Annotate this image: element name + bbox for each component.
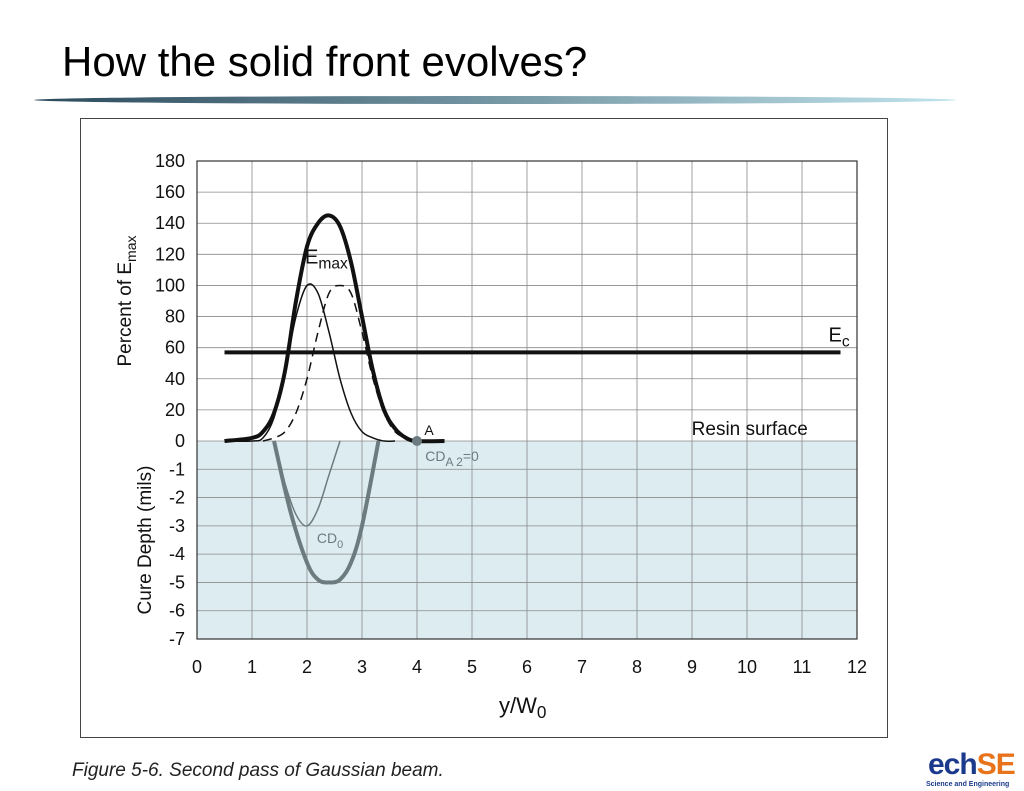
resin-surface-label: Resin surface bbox=[692, 419, 808, 440]
figure-frame: 0 1 2 3 4 5 6 7 8 9 10 11 12 180 160 140 120 100 80 60 40 20 0… bbox=[80, 118, 888, 738]
logo-subtitle: Science and Engineering bbox=[926, 781, 1010, 788]
x-tick-label: 3 bbox=[357, 657, 367, 677]
ec-label: Ec bbox=[829, 324, 850, 350]
x-tick-label: 11 bbox=[793, 657, 812, 677]
y-tick-label: -1 bbox=[169, 459, 185, 479]
y-tick-label: -5 bbox=[169, 572, 185, 592]
x-tick-label: 1 bbox=[247, 657, 257, 677]
y-tick-label: -4 bbox=[169, 544, 185, 564]
y-tick-label: 80 bbox=[165, 307, 185, 327]
slide-title: How the solid front evolves? bbox=[62, 38, 588, 85]
x-tick-label: 7 bbox=[577, 657, 587, 677]
y-tick-label: -3 bbox=[169, 516, 185, 536]
x-tick-label: 12 bbox=[847, 657, 867, 677]
x-tick-label: 2 bbox=[302, 657, 312, 677]
y-tick-label: 120 bbox=[155, 244, 185, 264]
gaussian-beam-chart: 0 1 2 3 4 5 6 7 8 9 10 11 12180160140120100806040200… bbox=[115, 151, 867, 722]
x-axis-label: y/W0 bbox=[499, 693, 546, 722]
y-tick-label: -2 bbox=[169, 488, 185, 508]
point-a-marker bbox=[412, 436, 422, 446]
x-tick-label: 5 bbox=[467, 657, 477, 677]
y-axis-label-upper: Percent of Emax bbox=[115, 235, 139, 366]
y-tick-label: 60 bbox=[165, 338, 185, 358]
title-underline bbox=[34, 96, 956, 104]
logo-text-accent: SE bbox=[976, 752, 1016, 781]
x-tick-label: 6 bbox=[522, 657, 532, 677]
y-tick-label: 160 bbox=[155, 182, 185, 202]
plot-frame bbox=[196, 160, 858, 640]
point-a-label: A bbox=[424, 422, 434, 438]
x-tick-label: 0 bbox=[192, 657, 202, 677]
x-tick-label: 10 bbox=[737, 657, 757, 677]
y-axis-label-lower: Cure Depth (mils) bbox=[135, 466, 156, 615]
y-tick-label: 20 bbox=[165, 400, 185, 420]
y-tick-label: 40 bbox=[165, 369, 185, 389]
exposure-series-1 bbox=[224, 283, 396, 442]
cd0-label: CD0 bbox=[317, 530, 343, 551]
exposure-series-3 bbox=[224, 213, 445, 444]
x-tick-label: 9 bbox=[687, 657, 697, 677]
logo-text-dark: ech bbox=[928, 752, 978, 781]
cure-depth-series-2 bbox=[272, 440, 381, 585]
y-tick-label: -7 bbox=[169, 629, 185, 649]
x-tick-label: 8 bbox=[632, 657, 642, 677]
emax-label: Emax bbox=[305, 247, 348, 273]
x-tick-label: 4 bbox=[412, 657, 422, 677]
y-tick-label: 140 bbox=[155, 213, 185, 233]
y-tick-label: 180 bbox=[155, 151, 185, 171]
y-tick-label: 0 bbox=[175, 431, 185, 451]
figure-caption: Figure 5-6. Second pass of Gaussian beam… bbox=[72, 760, 444, 781]
cd-a2-label: CDA 2=0 bbox=[425, 448, 479, 469]
y-tick-label: 100 bbox=[155, 275, 185, 295]
techse-logo: echSE Science and Engineering bbox=[926, 752, 1024, 791]
y-tick-label: -6 bbox=[169, 601, 185, 621]
exposure-series-2 bbox=[262, 284, 418, 442]
